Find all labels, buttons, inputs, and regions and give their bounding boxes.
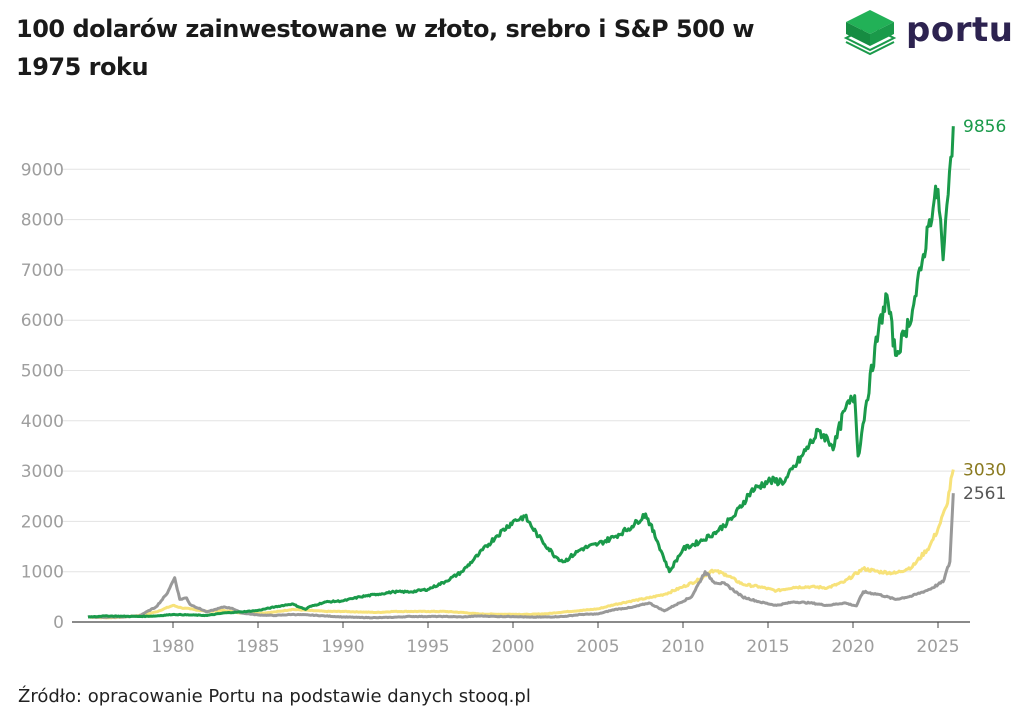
y-tick-label: 2000 [21, 512, 64, 532]
series-end-labels: 3030 2561 9856 [963, 117, 1006, 504]
y-tick-label: 4000 [21, 412, 64, 432]
source-note: Źródło: opracowanie Portu na podstawie d… [18, 686, 531, 707]
x-tick-label: 1995 [406, 637, 449, 657]
x-tick-label: 1990 [321, 637, 364, 657]
series-lines [87, 126, 955, 620]
series-line [87, 469, 955, 620]
y-tick-label: 5000 [21, 362, 64, 382]
x-tick-label: 1980 [151, 637, 194, 657]
y-tick-label: 9000 [21, 160, 64, 180]
y-tick-label: 1000 [21, 563, 64, 583]
series-end-label: 2561 [963, 484, 1006, 504]
series-line [87, 126, 955, 619]
x-tick-label: 1985 [236, 637, 279, 657]
y-tick-label: 6000 [21, 311, 64, 331]
x-tick-label: 2010 [661, 637, 704, 657]
series-end-label: 3030 [963, 461, 1006, 481]
series-line [87, 493, 955, 620]
series-end-label: 9856 [963, 117, 1006, 137]
y-tick-label: 7000 [21, 261, 64, 281]
x-axis-tick-labels: 1980 1985 1990 1995 2000 2005 2010 2015 2020 2025 [151, 622, 960, 657]
chart-title: 100 dolarów zainwestowane w złoto, srebr… [16, 15, 755, 81]
y-tick-label: 0 [53, 613, 64, 633]
x-tick-label: 2005 [576, 637, 619, 657]
portu-cube-icon [843, 10, 897, 56]
x-tick-label: 2020 [831, 637, 874, 657]
x-tick-label: 2015 [746, 637, 789, 657]
y-axis-tick-labels: 0 1000 2000 3000 4000 5000 6000 7000 8000 9000 [21, 160, 64, 633]
x-tick-label: 2000 [491, 637, 534, 657]
y-tick-label: 3000 [21, 462, 64, 482]
x-tick-label: 2025 [916, 637, 959, 657]
logo-text: portu [906, 10, 1014, 50]
y-tick-label: 8000 [21, 211, 64, 231]
grid-lines [62, 168, 970, 623]
portu-logo: portu [840, 8, 1014, 68]
